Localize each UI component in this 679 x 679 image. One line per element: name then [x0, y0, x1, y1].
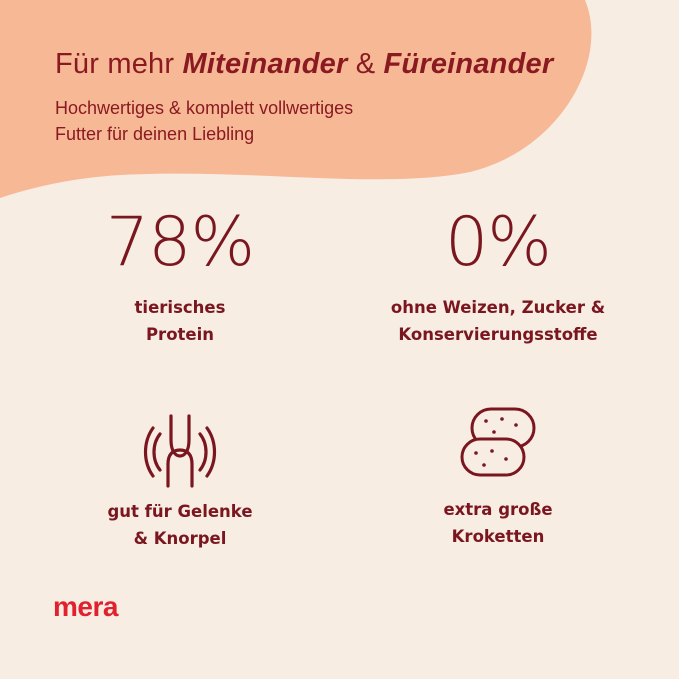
protein-percentage: 78% — [105, 203, 255, 282]
title-connector: & — [347, 48, 384, 80]
kibble-label: extra große Kroketten — [368, 496, 628, 550]
free-from-label: ohne Weizen, Zucker & Konservierungsstof… — [368, 294, 628, 348]
protein-label-line-1: tierisches — [134, 298, 226, 317]
free-from-label-line-2: Konservierungsstoffe — [398, 325, 598, 344]
protein-label-line-2: Protein — [145, 325, 215, 344]
kibble-label-line-1: extra große — [443, 500, 553, 519]
kibble-icon — [460, 407, 536, 477]
title-prefix: Für mehr — [55, 48, 183, 80]
brand-logo[interactable]: mera — [53, 591, 118, 622]
free-from-percentage: 0% — [445, 203, 552, 282]
header: Für mehr Miteinander & Füreinander Hochw… — [55, 48, 553, 147]
feature-free-from: 0% ohne Weizen, Zucker & Konservierungss… — [368, 208, 628, 348]
subtitle: Hochwertiges & komplett vollwertiges Fut… — [55, 95, 475, 147]
feature-protein: 78% tierisches Protein — [50, 208, 310, 348]
subtitle-line-2: Futter für deinen Liebling — [55, 124, 255, 144]
page-title: Für mehr Miteinander & Füreinander — [55, 48, 553, 81]
title-emphasis-2: Füreinander — [383, 48, 554, 80]
joint-icon — [143, 414, 217, 488]
free-from-label-line-1: ohne Weizen, Zucker & — [390, 298, 606, 317]
subtitle-line-1: Hochwertiges & komplett vollwertiges — [55, 98, 354, 118]
kibble-label-line-2: Kroketten — [451, 527, 545, 546]
protein-label: tierisches Protein — [50, 294, 310, 348]
title-emphasis-1: Miteinander — [182, 48, 348, 80]
joints-label-line-1: gut für Gelenke — [107, 502, 253, 521]
feature-joints: gut für Gelenke & Knorpel — [50, 410, 310, 552]
joints-label: gut für Gelenke & Knorpel — [50, 498, 310, 552]
feature-kibble: extra große Kroketten — [368, 400, 628, 550]
joints-label-line-2: & Knorpel — [133, 529, 227, 548]
